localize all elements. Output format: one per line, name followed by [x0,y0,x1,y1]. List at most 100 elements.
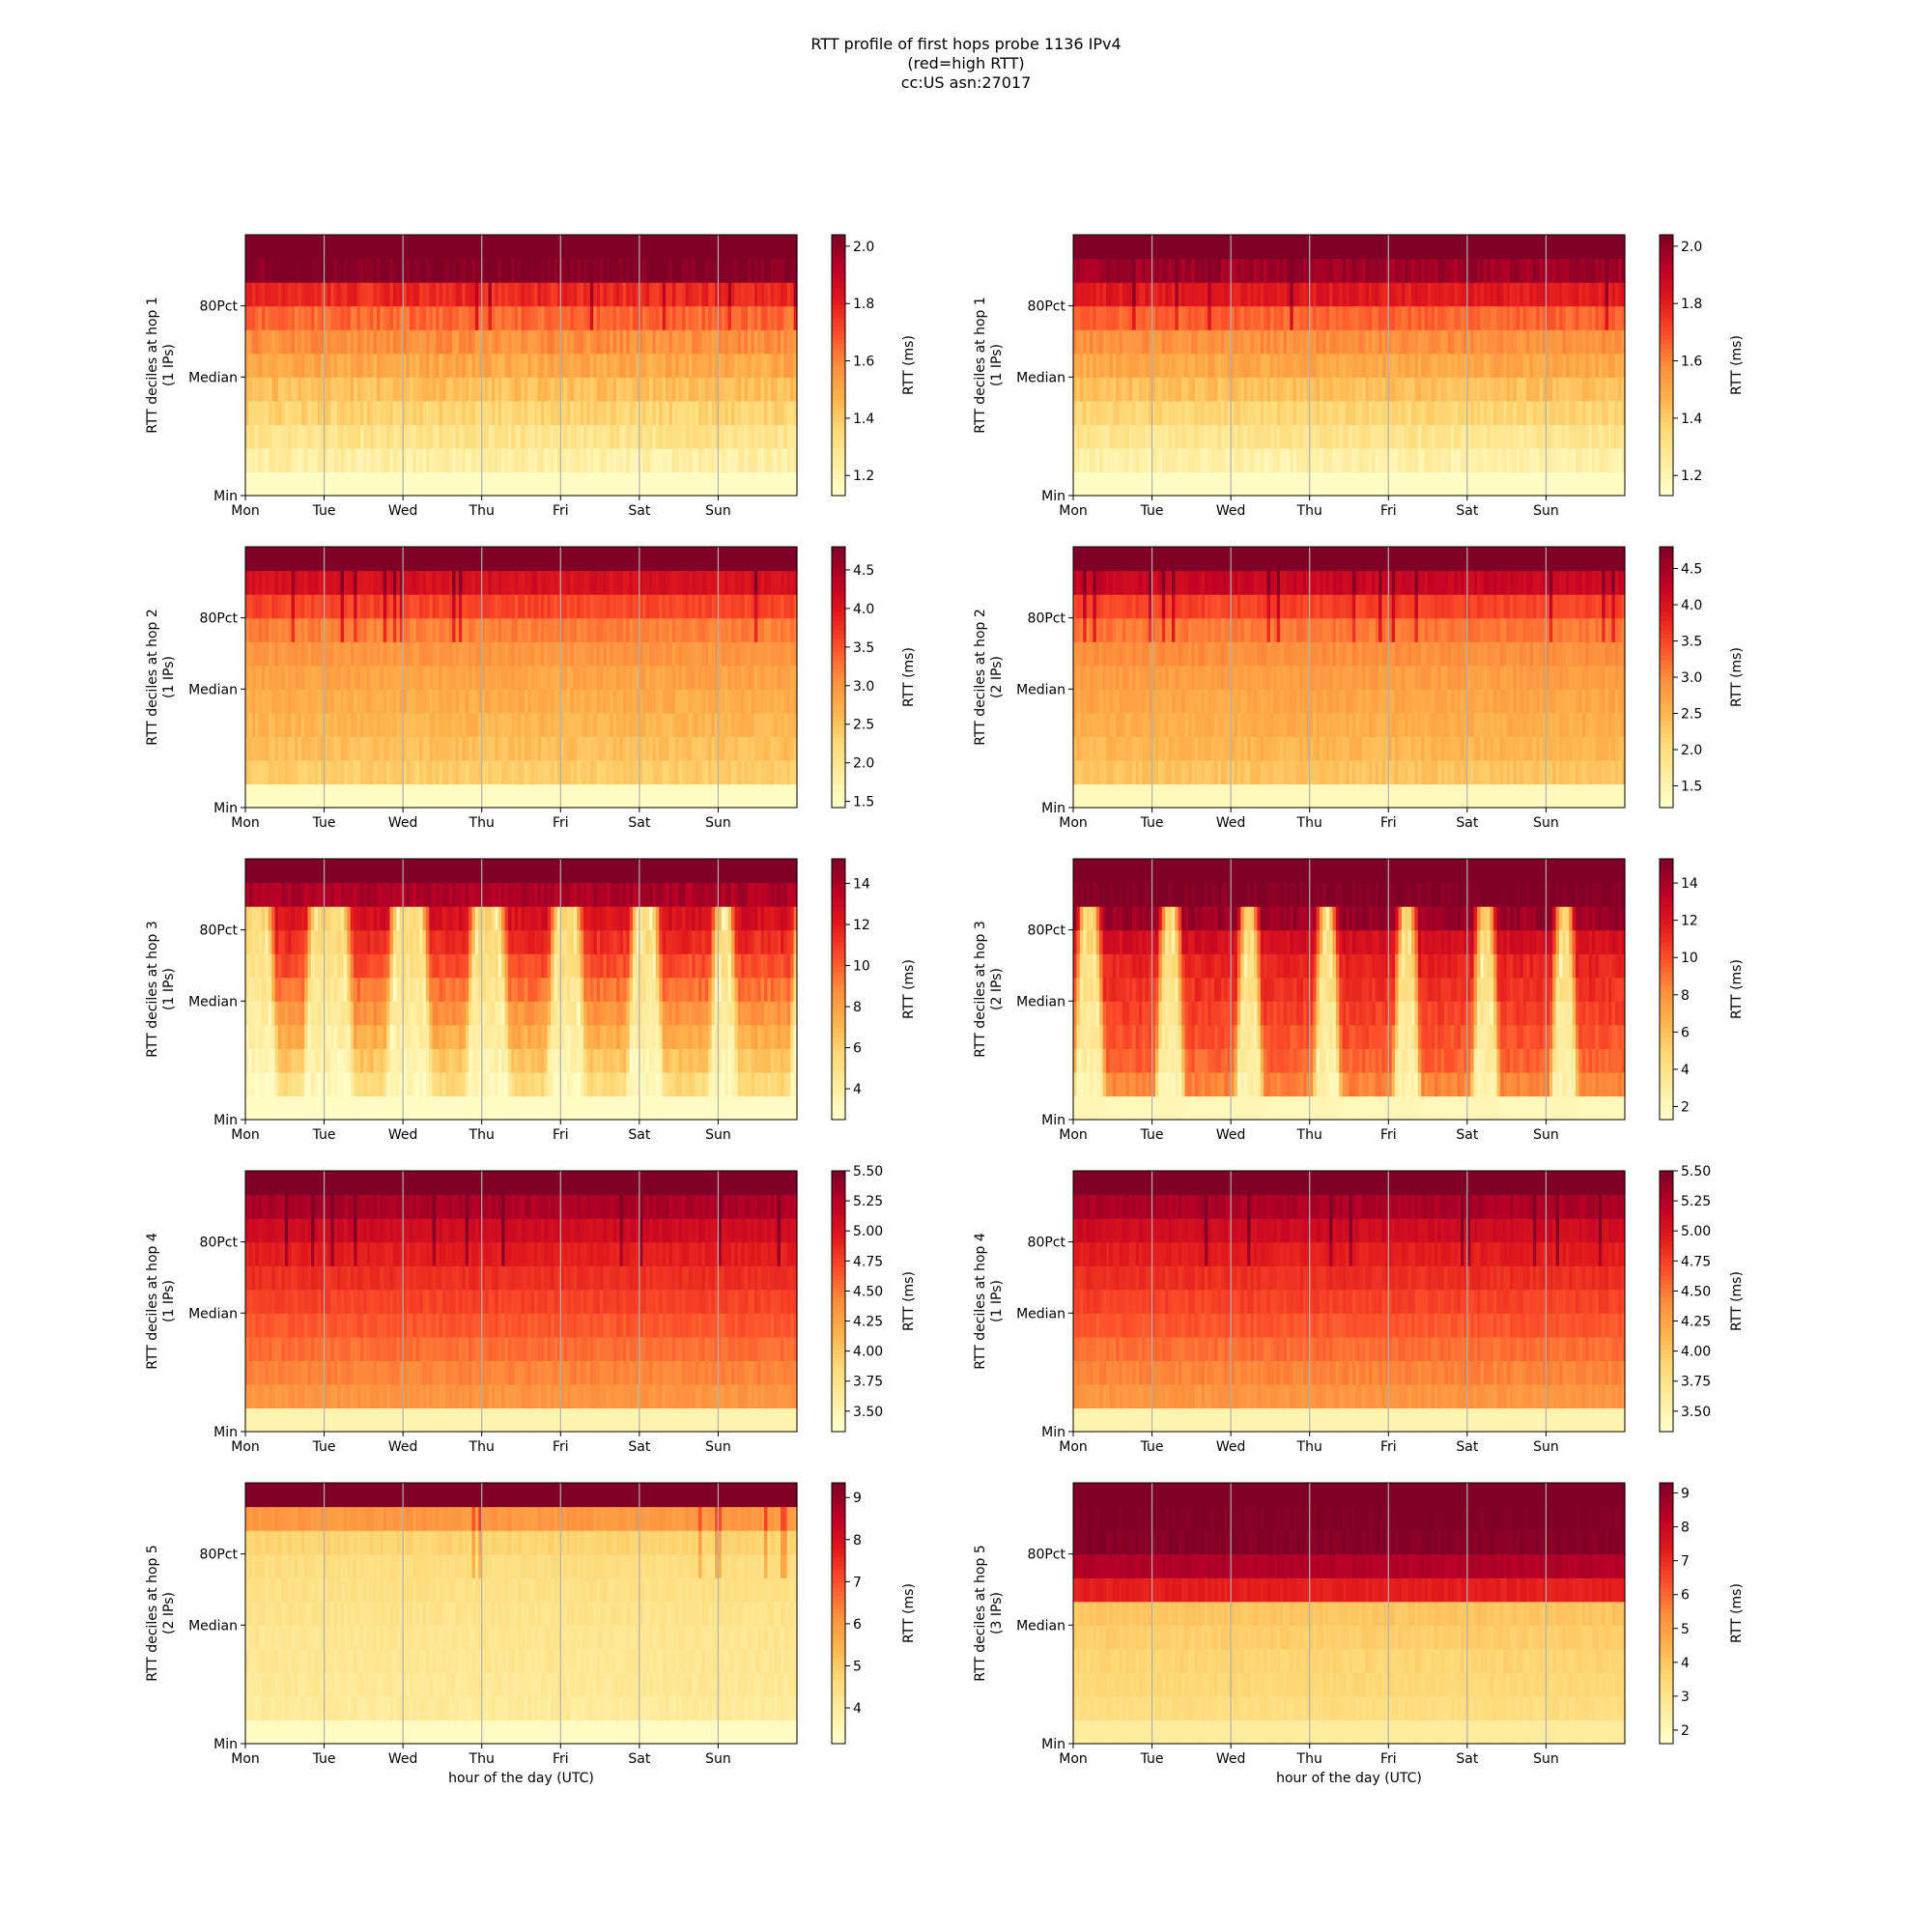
heatmap-cell [724,377,729,402]
heatmap-cell [524,258,528,283]
heatmap-cell [583,471,588,497]
heatmap-cell [291,547,296,572]
heatmap-cell [261,665,266,690]
heatmap-cell [600,329,605,355]
heatmap-cell [294,258,298,283]
colorbar-segment [1660,308,1673,314]
heatmap-cell [304,353,309,378]
heatmap-cell [439,282,443,307]
heatmap-cell [261,570,266,595]
heatmap-cell [616,400,621,425]
heatmap-cell [675,471,680,497]
heatmap-cell [622,235,627,260]
heatmap-cell [415,235,420,260]
heatmap-cell [271,424,276,449]
heatmap-cell [586,471,591,497]
heatmap-cell [629,400,634,425]
heatmap-cell [668,447,673,473]
heatmap-cell [642,329,647,355]
heatmap-cell [704,353,709,378]
heatmap-cell [540,447,545,473]
heatmap-cell [422,258,427,283]
heatmap-cell [350,235,355,260]
heatmap-cell [698,447,703,473]
heatmap-cell [596,400,601,425]
heatmap-cell [633,235,638,260]
heatmap-cell [573,329,578,355]
heatmap-cell [537,282,542,307]
heatmap-cell [639,377,643,402]
heatmap-cell [373,759,378,785]
heatmap-cell [610,329,614,355]
heatmap-cell [373,617,378,642]
heatmap-cell [589,235,594,260]
heatmap-cell [383,258,387,283]
heatmap-cell [277,424,282,449]
heatmap-cell [655,258,660,283]
heatmap-cell [471,570,476,595]
heatmap-cell [284,377,289,402]
heatmap-cell [554,447,558,473]
colorbar-segment [1660,317,1673,323]
heatmap-cell [469,258,473,283]
heatmap-cell [682,258,687,283]
heatmap-cell [258,447,263,473]
heatmap-cell [711,424,716,449]
heatmap-cell [724,424,729,449]
heatmap-cell [386,447,391,473]
heatmap-cell [340,329,345,355]
heatmap-cell [485,617,490,642]
heatmap-cell [363,282,368,307]
heatmap-cell [554,258,558,283]
heatmap-cell [540,471,545,497]
heatmap-cell [445,424,450,449]
heatmap-cell [708,329,713,355]
heatmap-cell [277,736,282,761]
heatmap-cell [373,471,378,497]
heatmap-cell [370,235,375,260]
heatmap-cell [642,400,647,425]
colorbar-segment [832,265,845,270]
heatmap-cell [291,759,296,785]
heatmap-cell [563,447,568,473]
heatmap-cell [554,305,558,330]
heatmap-cell [258,235,263,260]
heatmap-cell [356,400,361,425]
heatmap-cell [389,759,394,785]
heatmap-cell [715,329,720,355]
colorbar-segment [1660,383,1673,388]
heatmap-cell [419,235,424,260]
heatmap-cell [563,329,568,355]
heatmap-cell [347,783,352,809]
heatmap-cell [474,235,479,260]
heatmap-cell [429,547,434,572]
heatmap-cell [606,235,611,260]
heatmap-cell [445,353,450,378]
heatmap-cell [277,641,282,667]
heatmap-cell [452,329,457,355]
heatmap-cell [406,471,411,497]
heatmap-cell [537,447,542,473]
heatmap-cell [563,282,568,307]
heatmap-cell [577,282,582,307]
heatmap-cell [633,447,638,473]
heatmap-cell [445,712,450,737]
colorbar-segment [832,409,845,414]
heatmap-cell [422,235,427,260]
heatmap-cell [636,258,640,283]
heatmap-cell [481,305,486,330]
heatmap-cell [333,759,338,785]
heatmap-cell [708,258,713,283]
heatmap-cell [639,305,643,330]
heatmap-cell [610,424,614,449]
heatmap-cell [721,400,725,425]
heatmap-cell [298,447,302,473]
heatmap-cell [350,447,355,473]
heatmap-cell [530,305,535,330]
heatmap-cell [622,258,627,283]
heatmap-cell [356,377,361,402]
heatmap-cell [284,400,289,425]
colorbar-segment [1660,452,1673,458]
heatmap-cell [619,400,624,425]
heatmap-cell [544,447,549,473]
